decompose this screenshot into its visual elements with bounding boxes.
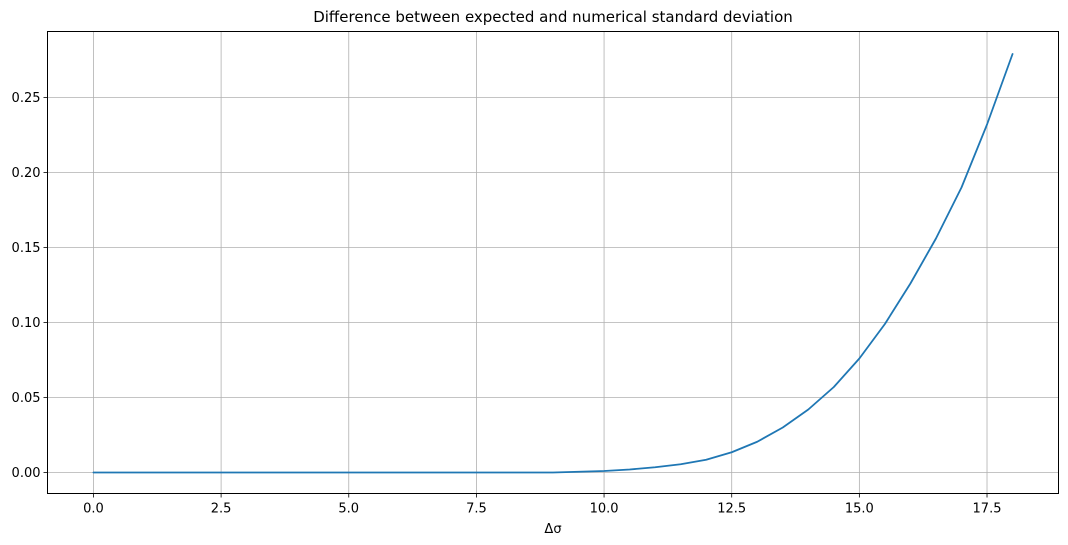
series-line-difference	[92, 53, 1014, 474]
y-tick-label: 0.20	[12, 166, 41, 181]
plot-frame	[47, 31, 1059, 494]
series-layer	[92, 53, 1014, 474]
y-tick-label: 0.15	[12, 241, 41, 256]
x-tick-label: 12.5	[717, 502, 746, 517]
x-axis: 0.0 2.5 5.0 7.5 10.0 12.5 15.0 17.5	[83, 493, 1002, 517]
x-tick-label: 5.0	[338, 502, 359, 517]
x-tick-label: 7.5	[466, 502, 487, 517]
y-tick-label: 0.10	[12, 316, 41, 331]
chart-title: Difference between expected and numerica…	[313, 8, 793, 26]
y-tick-label: 0.25	[12, 91, 41, 106]
x-tick-label: 15.0	[845, 502, 874, 517]
y-axis: 0.00 0.05 0.10 0.15 0.20 0.25	[12, 91, 48, 481]
x-tick-label: 2.5	[211, 502, 232, 517]
x-axis-label: Δσ	[544, 522, 561, 537]
y-tick-label: 0.00	[12, 466, 41, 481]
x-tick-label: 10.0	[590, 502, 619, 517]
x-tick-label: 17.5	[973, 502, 1002, 517]
x-tick-label: 0.0	[83, 502, 104, 517]
y-tick-label: 0.05	[12, 391, 41, 406]
grid	[47, 31, 1059, 494]
